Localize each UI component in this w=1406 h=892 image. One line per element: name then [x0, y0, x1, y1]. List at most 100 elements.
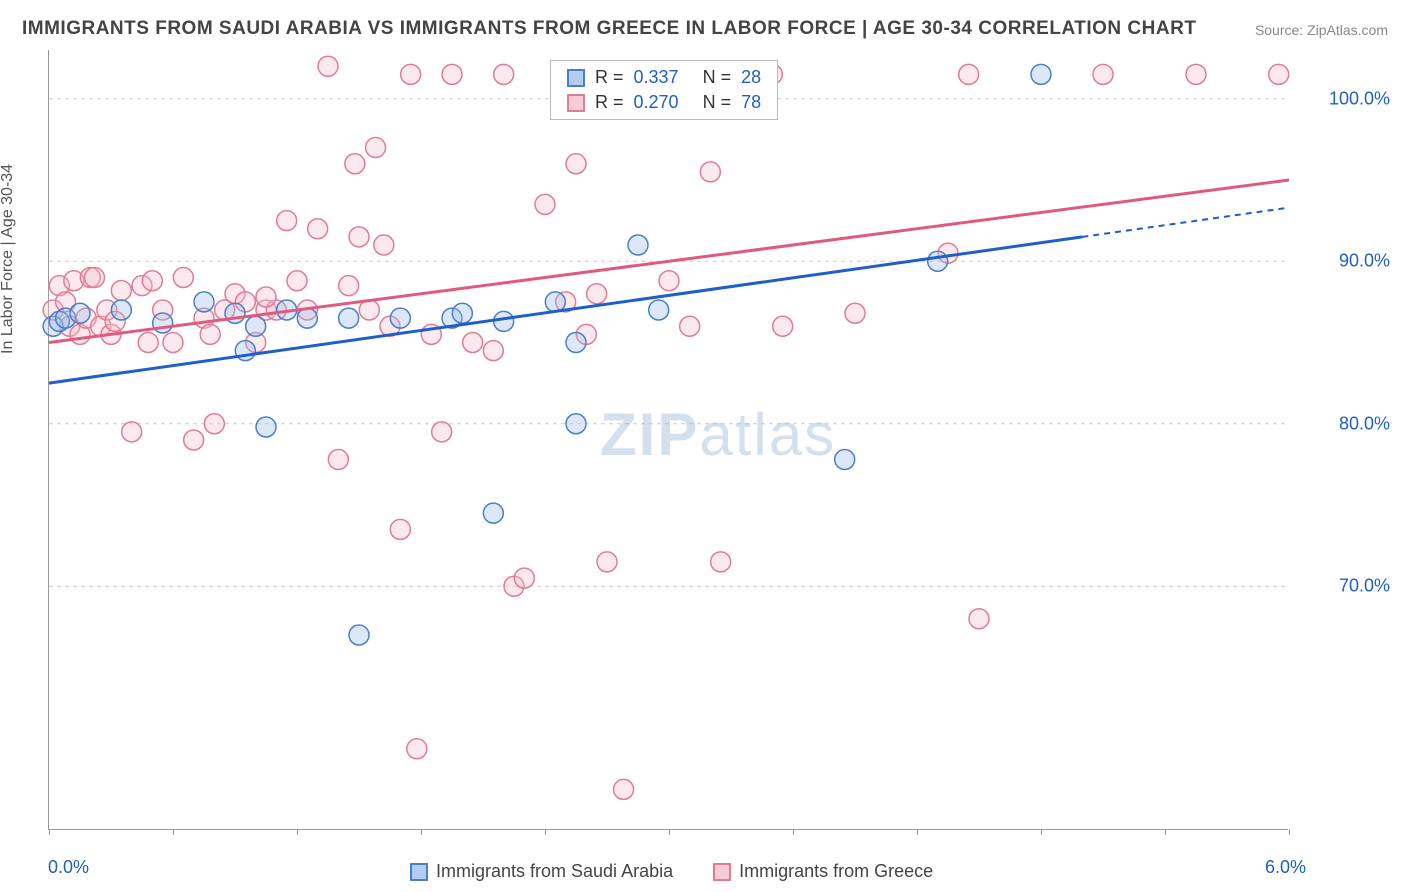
data-point: [194, 292, 214, 312]
data-point: [401, 64, 421, 84]
data-point: [680, 316, 700, 336]
data-point: [142, 271, 162, 291]
legend-series-item: Immigrants from Greece: [713, 861, 933, 882]
legend-series-label: Immigrants from Greece: [739, 861, 933, 882]
data-point: [614, 779, 634, 799]
data-point: [138, 333, 158, 353]
data-point: [452, 303, 472, 323]
data-point: [345, 154, 365, 174]
data-point: [328, 450, 348, 470]
data-point: [442, 64, 462, 84]
data-point: [349, 227, 369, 247]
legend-r-label: R =: [595, 67, 624, 88]
y-tick-label: 90.0%: [1339, 251, 1390, 272]
data-point: [122, 422, 142, 442]
x-tick-mark: [173, 829, 174, 835]
data-point: [928, 251, 948, 271]
data-point: [463, 333, 483, 353]
y-axis-label: In Labor Force | Age 30-34: [0, 164, 17, 354]
data-point: [349, 625, 369, 645]
data-point: [483, 341, 503, 361]
data-point: [1031, 64, 1051, 84]
data-point: [339, 308, 359, 328]
legend-stats-row: R = 0.337 N = 28: [567, 65, 761, 90]
data-point: [390, 519, 410, 539]
data-point: [514, 568, 534, 588]
data-point: [308, 219, 328, 239]
x-tick-label: 6.0%: [1265, 857, 1306, 878]
y-tick-label: 100.0%: [1329, 88, 1390, 109]
data-point: [246, 316, 266, 336]
data-point: [1093, 64, 1113, 84]
x-tick-mark: [49, 829, 50, 835]
data-point: [545, 292, 565, 312]
x-tick-mark: [1165, 829, 1166, 835]
data-point: [773, 316, 793, 336]
legend-n-label: N =: [703, 67, 732, 88]
data-point: [200, 324, 220, 344]
plot-area: [48, 50, 1288, 830]
data-point: [1186, 64, 1206, 84]
x-tick-mark: [669, 829, 670, 835]
x-tick-mark: [793, 829, 794, 835]
chart-title: IMMIGRANTS FROM SAUDI ARABIA VS IMMIGRAN…: [22, 18, 1196, 40]
data-point: [163, 333, 183, 353]
x-tick-mark: [421, 829, 422, 835]
legend-series-label: Immigrants from Saudi Arabia: [436, 861, 673, 882]
legend-r-value: 0.337: [634, 67, 679, 88]
x-tick-mark: [297, 829, 298, 835]
data-point: [173, 268, 193, 288]
data-point: [711, 552, 731, 572]
data-point: [84, 268, 104, 288]
data-point: [374, 235, 394, 255]
legend-series: Immigrants from Saudi Arabia Immigrants f…: [410, 861, 933, 882]
legend-swatch: [567, 94, 585, 112]
data-point: [256, 417, 276, 437]
data-point: [339, 276, 359, 296]
legend-series-item: Immigrants from Saudi Arabia: [410, 861, 673, 882]
legend-stats: R = 0.337 N = 28 R = 0.270 N = 78: [550, 60, 778, 120]
legend-r-value: 0.270: [634, 92, 679, 113]
source-attribution: Source: ZipAtlas.com: [1255, 22, 1388, 38]
data-point: [494, 311, 514, 331]
scatter-svg: [49, 50, 1288, 829]
data-point: [597, 552, 617, 572]
data-point: [969, 609, 989, 629]
legend-stats-row: R = 0.270 N = 78: [567, 90, 761, 115]
legend-swatch: [713, 863, 731, 881]
data-point: [390, 308, 410, 328]
x-tick-mark: [917, 829, 918, 835]
data-point: [297, 308, 317, 328]
data-point: [432, 422, 452, 442]
x-tick-mark: [545, 829, 546, 835]
trend-line-extrapolated: [1082, 208, 1289, 237]
x-tick-mark: [1289, 829, 1290, 835]
y-tick-label: 70.0%: [1339, 576, 1390, 597]
data-point: [70, 303, 90, 323]
x-tick-label: 0.0%: [48, 857, 89, 878]
legend-r-label: R =: [595, 92, 624, 113]
legend-n-value: 28: [741, 67, 761, 88]
data-point: [1269, 64, 1289, 84]
data-point: [204, 414, 224, 434]
legend-swatch: [567, 69, 585, 87]
y-tick-label: 80.0%: [1339, 413, 1390, 434]
data-point: [959, 64, 979, 84]
data-point: [566, 333, 586, 353]
data-point: [835, 450, 855, 470]
data-point: [407, 739, 427, 759]
data-point: [566, 414, 586, 434]
data-point: [566, 154, 586, 174]
data-point: [287, 271, 307, 291]
x-tick-mark: [1041, 829, 1042, 835]
data-point: [659, 271, 679, 291]
legend-n-value: 78: [741, 92, 761, 113]
data-point: [277, 211, 297, 231]
data-point: [700, 162, 720, 182]
data-point: [587, 284, 607, 304]
data-point: [845, 303, 865, 323]
data-point: [256, 287, 276, 307]
legend-n-label: N =: [703, 92, 732, 113]
data-point: [366, 138, 386, 158]
data-point: [494, 64, 514, 84]
